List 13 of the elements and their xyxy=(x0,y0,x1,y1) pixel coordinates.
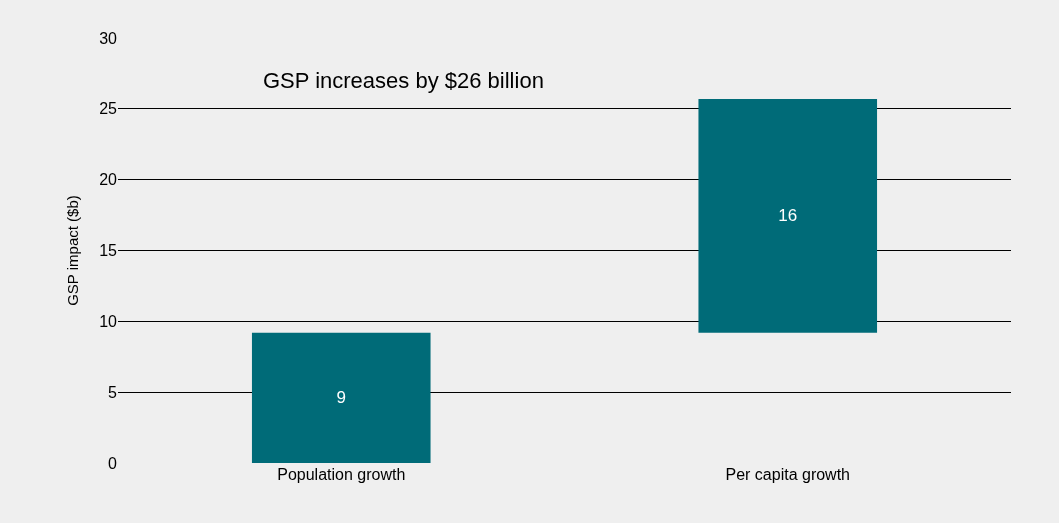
y-tick-label: 0 xyxy=(108,454,118,472)
y-tick-label: 5 xyxy=(108,383,118,401)
y-tick-label: 10 xyxy=(99,312,118,330)
y-axis-title: GSP impact ($b) xyxy=(64,195,81,306)
data-label: 16 xyxy=(778,206,798,226)
x-tick-label: Per capita growth xyxy=(725,466,851,483)
y-tick-label: 15 xyxy=(99,242,118,260)
y-tick-label: 20 xyxy=(99,171,118,189)
y-tick-label: 25 xyxy=(99,100,118,118)
x-tick-label: Population growth xyxy=(277,466,406,483)
annotation: GSP increases by $26 billion xyxy=(263,68,544,93)
y-tick-label: 30 xyxy=(99,29,118,47)
data-label: 9 xyxy=(336,388,346,408)
